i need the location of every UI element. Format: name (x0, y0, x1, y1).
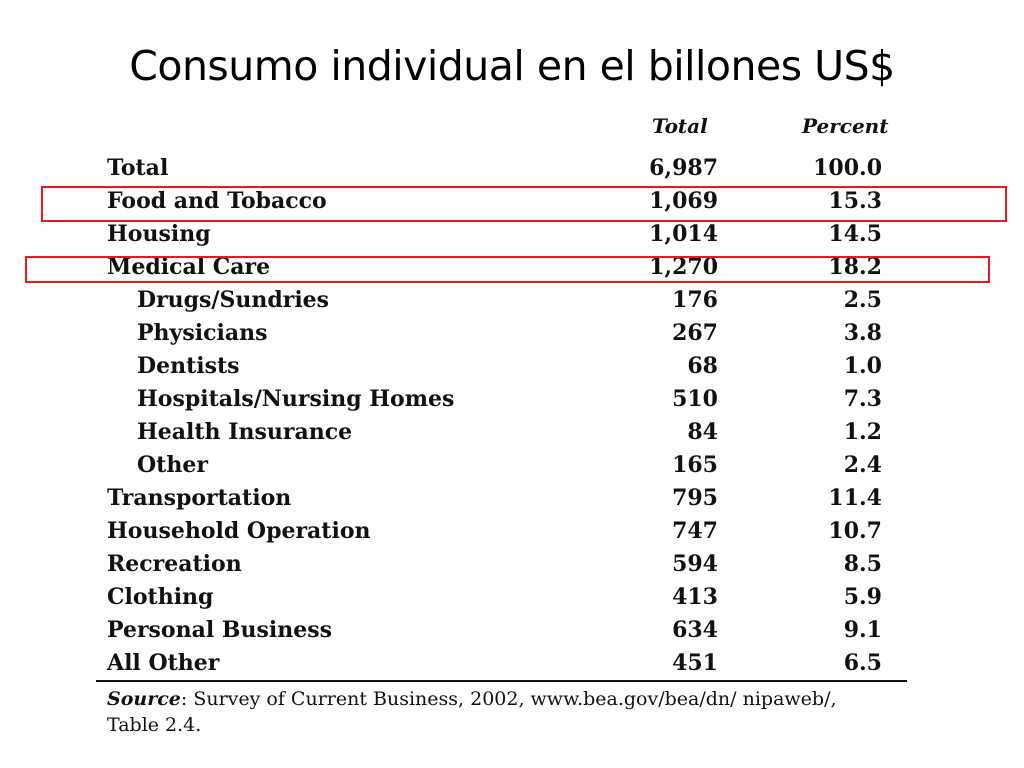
row-category: Physicians (137, 320, 268, 346)
highlight-box-medical-care (25, 256, 990, 283)
row-category: Drugs/Sundries (137, 287, 330, 313)
row-category: Housing (107, 221, 211, 247)
table-row: Total 6,987 100.0 (0, 155, 1024, 188)
row-percent: 15.3 (828, 188, 882, 214)
row-percent: 9.1 (843, 617, 882, 643)
row-percent: 8.5 (843, 551, 882, 577)
row-percent: 2.4 (843, 452, 882, 478)
table-row: Other 165 2.4 (0, 452, 1024, 485)
row-category: Food and Tobacco (107, 188, 327, 214)
row-total: 68 (687, 353, 718, 379)
row-category: Dentists (137, 353, 240, 379)
table-row: Personal Business 634 9.1 (0, 617, 1024, 650)
row-total: 413 (672, 584, 718, 610)
table-row: Transportation 795 11.4 (0, 485, 1024, 518)
row-total: 1,270 (649, 254, 718, 280)
row-percent: 11.4 (828, 485, 882, 511)
row-percent: 1.0 (843, 353, 882, 379)
table-row: Drugs/Sundries 176 2.5 (0, 287, 1024, 320)
row-category: Medical Care (107, 254, 271, 280)
row-total: 594 (672, 551, 718, 577)
row-category: Personal Business (107, 617, 332, 643)
table-row: Clothing 413 5.9 (0, 584, 1024, 617)
row-total: 165 (672, 452, 718, 478)
row-percent: 7.3 (843, 386, 882, 412)
table-row: Dentists 68 1.0 (0, 353, 1024, 386)
table-row: Food and Tobacco 1,069 15.3 (0, 188, 1024, 221)
row-percent: 5.9 (843, 584, 882, 610)
table-row: Hospitals/Nursing Homes 510 7.3 (0, 386, 1024, 419)
row-total: 747 (672, 518, 718, 544)
row-category: Hospitals/Nursing Homes (137, 386, 455, 412)
row-category: Household Operation (107, 518, 371, 544)
row-category: All Other (107, 650, 220, 676)
row-percent: 1.2 (843, 419, 882, 445)
row-total: 795 (672, 485, 718, 511)
table-row: Household Operation 747 10.7 (0, 518, 1024, 551)
row-percent: 2.5 (843, 287, 882, 313)
table-row: Health Insurance 84 1.2 (0, 419, 1024, 452)
table-bottom-rule (96, 680, 907, 682)
row-total: 451 (672, 650, 718, 676)
row-percent: 100.0 (813, 155, 882, 181)
row-total: 267 (672, 320, 718, 346)
slide-title: Consumo individual en el billones US$ (129, 42, 895, 90)
column-header-total: Total (652, 114, 708, 138)
row-category: Health Insurance (137, 419, 353, 445)
row-percent: 6.5 (843, 650, 882, 676)
row-total: 510 (672, 386, 718, 412)
table-row: Housing 1,014 14.5 (0, 221, 1024, 254)
row-total: 176 (672, 287, 718, 313)
table-row: Physicians 267 3.8 (0, 320, 1024, 353)
row-percent: 18.2 (828, 254, 882, 280)
table-row: All Other 451 6.5 (0, 650, 1024, 683)
source-label: Source (107, 688, 181, 710)
row-category: Recreation (107, 551, 242, 577)
row-category: Clothing (107, 584, 214, 610)
table-row: Medical Care 1,270 18.2 (0, 254, 1024, 287)
row-total: 1,014 (649, 221, 718, 247)
row-percent: 3.8 (843, 320, 882, 346)
row-category: Transportation (107, 485, 292, 511)
row-total: 6,987 (649, 155, 718, 181)
row-percent: 14.5 (828, 221, 882, 247)
source-text: : Survey of Current Business, 2002, www.… (107, 688, 837, 736)
row-total: 634 (672, 617, 718, 643)
row-total: 1,069 (649, 188, 718, 214)
source-note: Source: Survey of Current Business, 2002… (107, 686, 867, 738)
table-row: Recreation 594 8.5 (0, 551, 1024, 584)
highlight-box-food-tobacco (41, 186, 1007, 222)
row-total: 84 (687, 419, 718, 445)
row-category: Other (137, 452, 208, 478)
row-percent: 10.7 (828, 518, 882, 544)
column-header-percent: Percent (802, 114, 889, 138)
row-category: Total (107, 155, 169, 181)
